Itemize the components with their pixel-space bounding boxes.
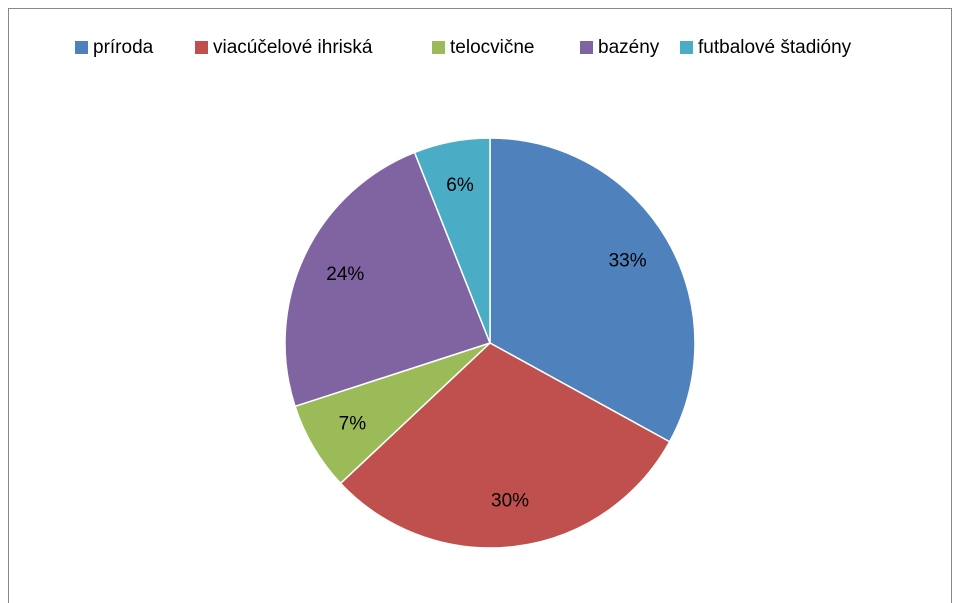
data-label: 30% [491,491,529,512]
legend-swatch [580,41,593,54]
pie-slice [489,137,696,443]
data-label: 7% [339,413,367,434]
legend-swatch [680,41,693,54]
legend-label: príroda [93,37,154,58]
data-label: 33% [609,251,647,272]
legend-swatch [75,41,88,54]
legend-swatch [195,41,208,54]
data-label: 6% [446,175,474,196]
legend-swatch [432,41,445,54]
data-label: 24% [326,264,364,285]
pie-slice [284,151,491,408]
legend-label: telocvične [450,37,535,58]
pie-slice [413,137,491,344]
legend-label: viacúčelové ihriská [213,37,373,58]
legend-label: bazény [598,37,660,58]
legend-label: futbalové štadióny [698,37,852,58]
pie-slice [339,342,671,549]
